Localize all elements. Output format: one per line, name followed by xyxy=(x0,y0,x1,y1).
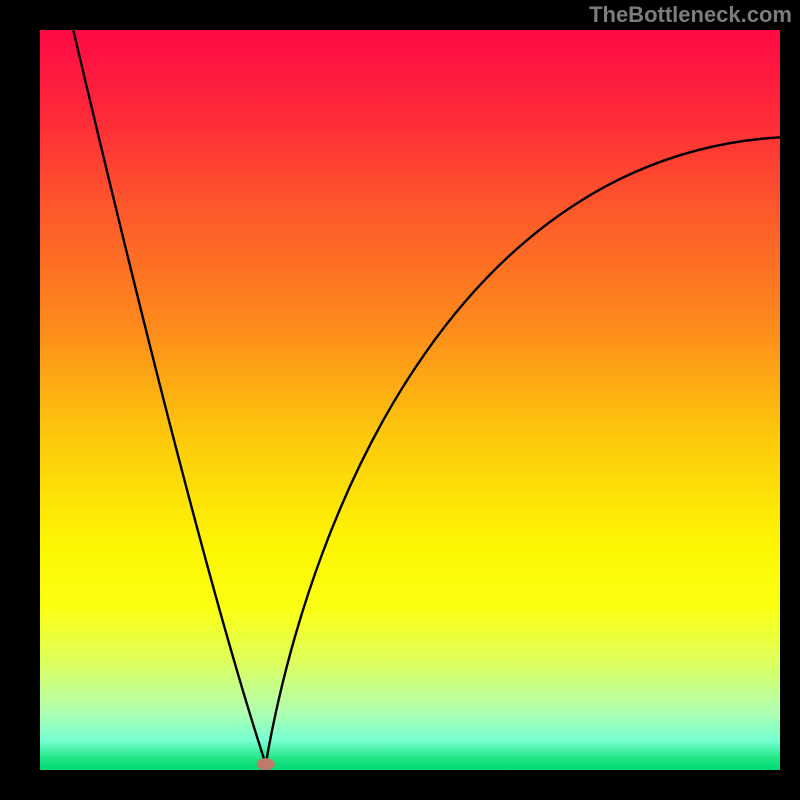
chart-svg xyxy=(0,0,800,800)
plot-background xyxy=(40,30,780,770)
chart-container: TheBottleneck.com xyxy=(0,0,800,800)
watermark-text: TheBottleneck.com xyxy=(589,2,792,28)
optimum-marker xyxy=(257,758,275,770)
